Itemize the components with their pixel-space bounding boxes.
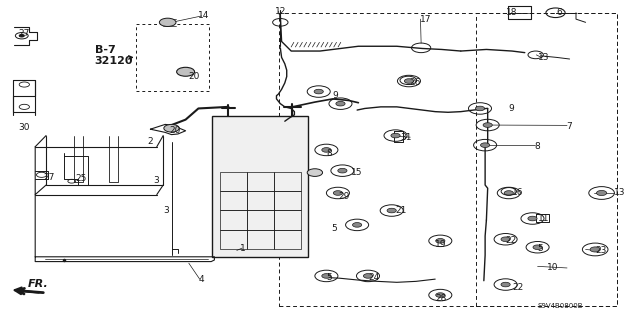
Circle shape [19,34,24,37]
Circle shape [333,191,342,195]
Text: 13: 13 [538,53,549,62]
Circle shape [504,191,513,195]
Bar [136,24,209,91]
Circle shape [436,293,445,297]
Bar [247,172,274,191]
Text: 3: 3 [154,176,159,185]
Text: 5: 5 [538,244,543,253]
Bar [220,172,247,191]
Bar [247,191,274,210]
Text: 25: 25 [76,174,87,183]
Bar [279,13,617,306]
Text: 30: 30 [18,123,29,132]
Circle shape [404,79,413,83]
Text: 28: 28 [435,294,447,303]
Text: 10: 10 [547,263,559,272]
Text: 1: 1 [240,244,246,253]
Circle shape [322,274,331,278]
Text: 8: 8 [326,149,332,158]
Text: 19: 19 [435,240,447,249]
Text: 27: 27 [44,173,55,182]
Circle shape [596,190,607,196]
Text: 22: 22 [506,236,517,245]
Bar [220,191,247,210]
Text: 4: 4 [198,275,204,284]
Bar [220,210,247,230]
Text: 5: 5 [332,224,337,233]
Bar [247,230,274,249]
Circle shape [164,124,179,132]
Circle shape [533,245,542,249]
Text: 29: 29 [338,192,349,201]
Circle shape [476,106,484,111]
Text: B-7
32120: B-7 32120 [95,45,133,66]
Text: 3: 3 [163,206,169,215]
Circle shape [590,247,600,252]
Circle shape [387,208,396,213]
Bar [476,13,617,306]
Text: 6: 6 [557,8,563,17]
Text: 21: 21 [396,206,407,215]
Circle shape [483,123,492,127]
Text: 9: 9 [509,104,515,113]
Bar [247,210,274,230]
Circle shape [322,148,331,152]
Text: 12: 12 [275,7,287,16]
Circle shape [501,282,510,287]
Circle shape [338,168,347,173]
Circle shape [159,18,176,26]
Circle shape [436,239,445,243]
Text: 2: 2 [147,137,153,146]
Bar [220,230,247,249]
Text: 24: 24 [368,273,380,282]
Text: 15: 15 [351,168,362,177]
Circle shape [314,89,323,94]
Text: 31: 31 [400,133,412,142]
Text: 17: 17 [420,15,431,24]
Circle shape [177,67,195,76]
Circle shape [336,101,345,106]
Text: 16: 16 [512,189,524,197]
Bar [212,116,308,257]
Bar [274,230,301,249]
Text: 14: 14 [198,11,210,20]
Circle shape [353,223,362,227]
Bar [274,191,301,210]
Text: 5: 5 [326,273,332,282]
Text: 26: 26 [410,78,421,87]
Bar [274,172,301,191]
Text: 9: 9 [333,91,339,100]
Circle shape [481,143,490,147]
Circle shape [364,274,372,278]
Text: 11: 11 [538,214,549,223]
Text: 18: 18 [506,8,517,17]
Bar [274,210,301,230]
Circle shape [391,133,400,138]
Circle shape [528,216,537,221]
Circle shape [501,237,510,241]
Text: FR.: FR. [28,279,49,289]
Text: 13: 13 [614,189,626,197]
Text: 7: 7 [566,122,572,130]
Text: 27: 27 [18,29,29,38]
Text: S9V4B0800B: S9V4B0800B [538,303,583,309]
Text: 20: 20 [170,126,181,135]
Text: 22: 22 [512,283,524,292]
Text: 8: 8 [534,142,540,151]
Text: 20: 20 [189,72,200,81]
Circle shape [307,169,323,176]
Text: 23: 23 [595,246,607,255]
